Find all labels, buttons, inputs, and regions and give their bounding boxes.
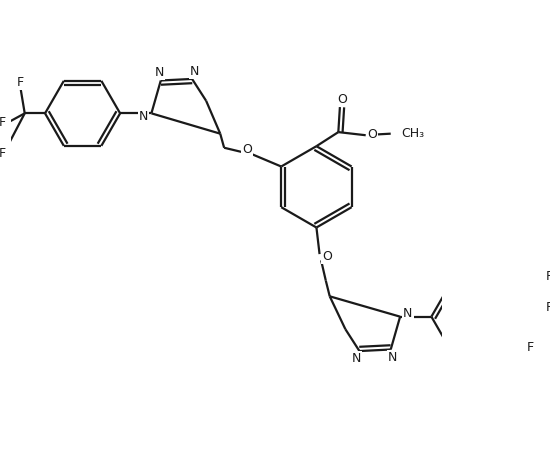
Text: N: N [351, 352, 361, 365]
Text: O: O [337, 93, 347, 106]
Text: F: F [527, 341, 534, 354]
Text: CH₃: CH₃ [402, 127, 425, 140]
Text: O: O [322, 250, 332, 263]
Text: F: F [17, 76, 24, 89]
Text: F: F [546, 270, 550, 283]
Text: N: N [388, 351, 397, 364]
Text: N: N [139, 110, 148, 123]
Text: N: N [155, 66, 164, 79]
Text: N: N [190, 65, 199, 78]
Text: N: N [403, 307, 412, 320]
Text: O: O [367, 128, 377, 141]
Text: O: O [242, 143, 252, 156]
Text: F: F [0, 147, 6, 160]
Text: F: F [0, 116, 6, 129]
Text: F: F [546, 301, 550, 314]
